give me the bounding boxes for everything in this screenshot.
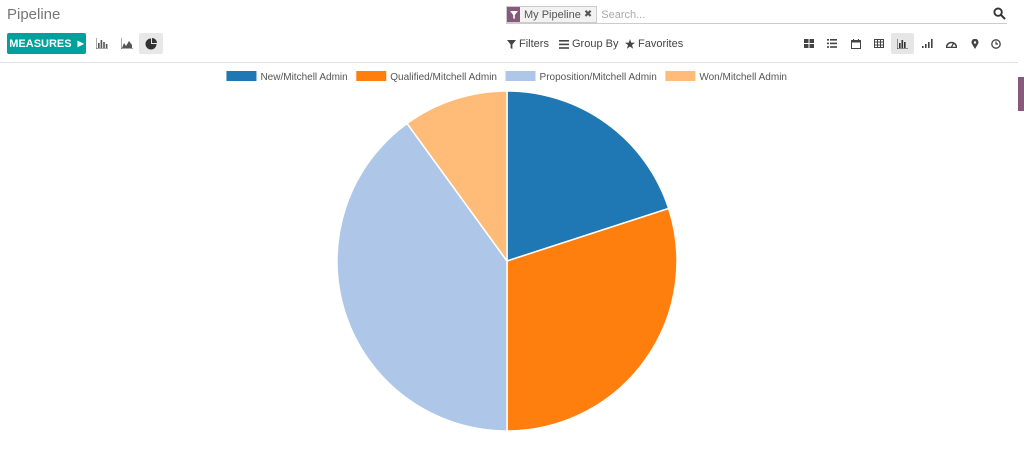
search-icon[interactable] bbox=[993, 7, 1007, 21]
legend-swatch[interactable] bbox=[356, 71, 387, 81]
star-icon bbox=[625, 39, 635, 49]
bars-icon bbox=[559, 39, 569, 49]
legend-label[interactable]: Won/Mitchell Admin bbox=[699, 72, 787, 83]
facet-value: My Pipeline ✖ bbox=[520, 7, 597, 22]
legend-label[interactable]: New/Mitchell Admin bbox=[260, 72, 347, 83]
caret-right-icon: ▶ bbox=[77, 39, 84, 48]
cohort-view-button[interactable] bbox=[916, 33, 939, 54]
map-marker-icon bbox=[971, 38, 978, 49]
legend-label[interactable]: Proposition/Mitchell Admin bbox=[540, 72, 657, 83]
control-panel: Pipeline My Pipeline ✖ MEASURES▶ Filters bbox=[0, 0, 1018, 63]
legend-swatch[interactable] bbox=[665, 71, 696, 81]
favorites-menu[interactable]: Favorites bbox=[625, 38, 683, 50]
kanban-view-button[interactable] bbox=[797, 33, 820, 54]
breadcrumb[interactable]: Pipeline bbox=[7, 6, 61, 23]
clock-icon bbox=[990, 38, 1001, 49]
list-view-icon bbox=[826, 39, 837, 48]
measures-button[interactable]: MEASURES ▶ bbox=[7, 33, 86, 54]
pivot-view-icon bbox=[873, 39, 884, 48]
pie-slice[interactable] bbox=[406, 90, 508, 264]
pie-chart: New/Mitchell Admin Qualified/Mitchell Adm… bbox=[226, 71, 787, 432]
legend-swatch[interactable] bbox=[226, 71, 257, 81]
chart-area: New/Mitchell Admin Qualified/Mitchell Adm… bbox=[0, 63, 1018, 453]
dashboard-view-icon bbox=[946, 41, 957, 48]
list-view-button[interactable] bbox=[820, 33, 843, 54]
filter-icon bbox=[507, 7, 520, 22]
groupby-menu[interactable]: Group By bbox=[559, 38, 618, 50]
pie-chart-button[interactable] bbox=[139, 33, 163, 54]
graph-view-button[interactable] bbox=[891, 33, 914, 54]
calendar-view-button[interactable] bbox=[844, 33, 867, 54]
search-input[interactable] bbox=[601, 7, 1007, 22]
kanban-view-icon bbox=[803, 39, 814, 48]
dashboard-view-button[interactable] bbox=[940, 33, 963, 54]
pivot-view-button[interactable] bbox=[867, 33, 890, 54]
pie-chart-icon bbox=[145, 37, 157, 49]
search-facet[interactable]: My Pipeline ✖ bbox=[506, 6, 598, 23]
activity-view-button[interactable] bbox=[984, 33, 1007, 54]
bar-chart-icon bbox=[96, 38, 108, 49]
pie-slice[interactable] bbox=[506, 207, 678, 432]
scrollbar-thumb[interactable] bbox=[1018, 77, 1024, 111]
facet-remove-icon[interactable]: ✖ bbox=[583, 9, 593, 20]
graph-view-icon bbox=[897, 38, 908, 49]
line-chart-icon bbox=[121, 38, 133, 49]
legend-label[interactable]: Qualified/Mitchell Admin bbox=[390, 72, 497, 83]
pie-slice[interactable] bbox=[336, 122, 508, 432]
map-view-button[interactable] bbox=[963, 33, 986, 54]
bar-chart-button[interactable] bbox=[90, 33, 114, 54]
pie-slice[interactable] bbox=[506, 90, 670, 263]
line-chart-button[interactable] bbox=[115, 33, 139, 54]
legend-swatch[interactable] bbox=[505, 71, 536, 81]
filters-menu[interactable]: Filters bbox=[507, 38, 549, 50]
filter-icon bbox=[507, 39, 516, 49]
calendar-view-icon bbox=[850, 38, 861, 49]
search-bar: My Pipeline ✖ bbox=[506, 6, 1007, 24]
cohort-view-icon bbox=[922, 39, 933, 48]
